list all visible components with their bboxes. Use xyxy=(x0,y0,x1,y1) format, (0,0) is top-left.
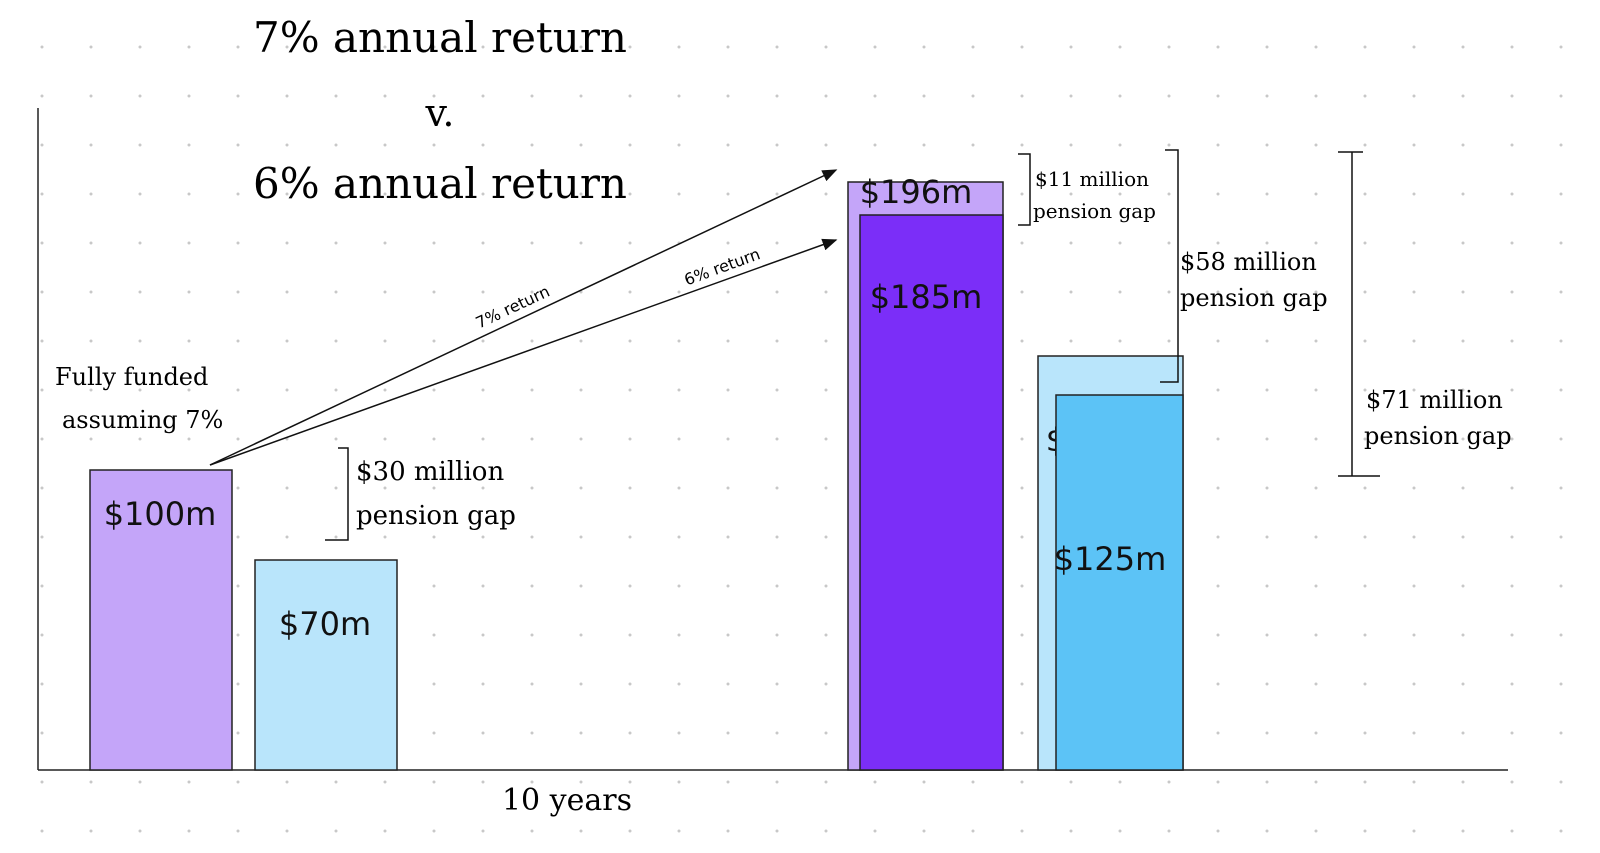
annotation: $58 million xyxy=(1180,248,1317,276)
value-label: $185m xyxy=(870,278,983,316)
annotation: $71 million xyxy=(1366,386,1503,414)
bracket xyxy=(1160,149,1179,383)
bracket xyxy=(1338,151,1380,477)
bar xyxy=(89,469,233,771)
title-line: 7% annual return xyxy=(253,13,627,62)
value-label: $125m xyxy=(1054,540,1167,578)
annotation: Fully funded xyxy=(55,363,208,391)
x-axis-label: 10 years xyxy=(502,783,632,818)
bracket xyxy=(325,447,349,541)
annotation: pension gap xyxy=(1033,199,1156,223)
arrow xyxy=(209,238,838,466)
bracket xyxy=(1018,153,1031,226)
bar xyxy=(1055,394,1184,771)
value-label: $100m xyxy=(104,495,217,533)
bar xyxy=(859,214,1004,771)
bar xyxy=(254,559,398,771)
title-line: 6% annual return xyxy=(253,159,627,208)
annotation: pension gap xyxy=(1364,422,1512,450)
arrow xyxy=(209,169,838,466)
bars: $100m$70m$196m$185m$138m$125m xyxy=(89,173,1184,771)
annotation: assuming 7% xyxy=(62,406,223,434)
annotation: $11 million xyxy=(1035,167,1149,191)
title-line: v. xyxy=(424,91,454,135)
annotation: pension gap xyxy=(1180,284,1328,312)
value-label: $196m xyxy=(860,173,973,211)
annotation: pension gap xyxy=(356,501,516,531)
value-label: $70m xyxy=(279,605,371,643)
annotation: $30 million xyxy=(356,457,504,487)
